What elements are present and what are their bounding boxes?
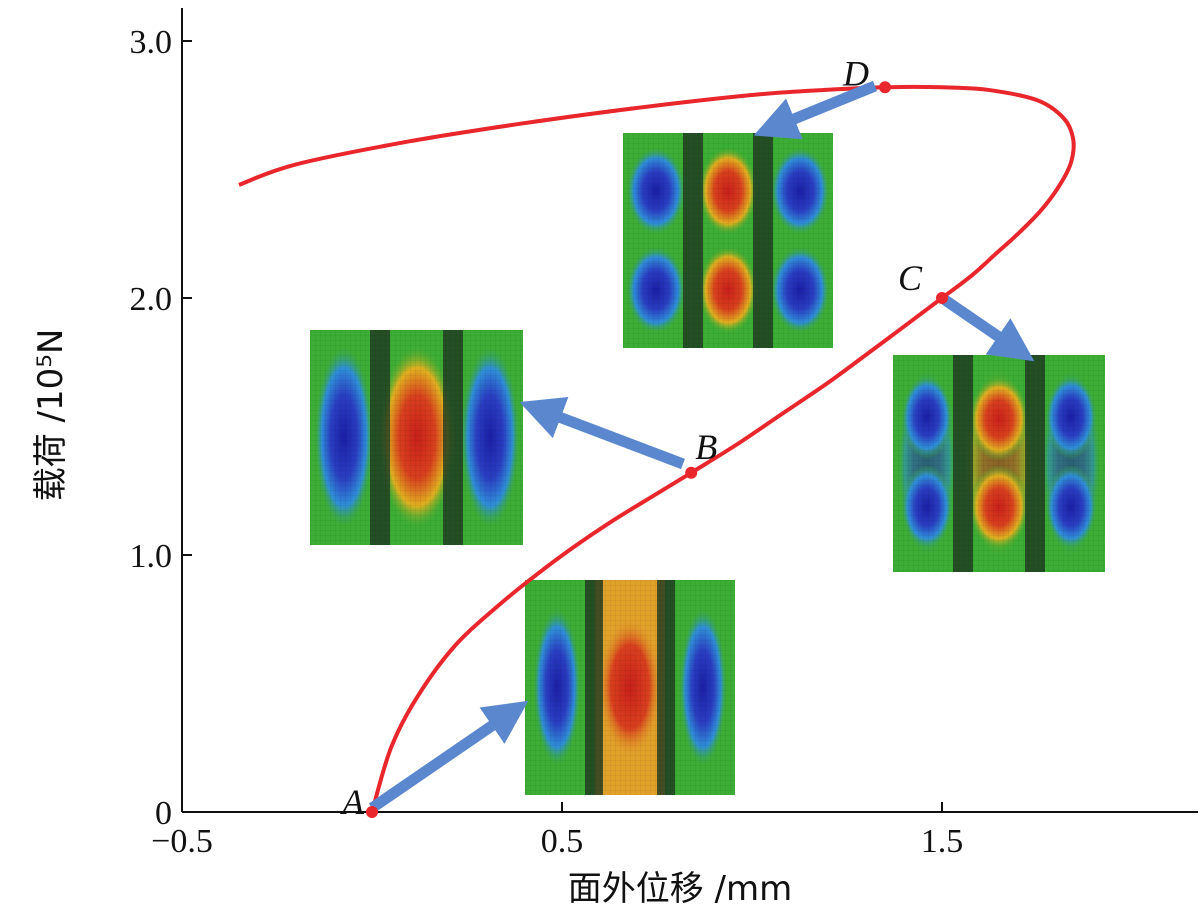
y-tick-label: 0: [155, 795, 172, 832]
contour-inset-d: [623, 133, 833, 348]
pointer-arrows: [368, 80, 1035, 813]
y-tick-label: 2.0: [130, 281, 173, 318]
x-tick-label: −0.5: [151, 823, 213, 860]
arrow-c: [941, 295, 1035, 362]
arrow-a: [368, 700, 529, 813]
point-marker-d: [879, 81, 891, 94]
point-marker-a: [366, 806, 378, 818]
point-label-c: C: [898, 258, 923, 298]
x-tick-label: 1.5: [921, 823, 964, 860]
points-layer: A B C D: [340, 53, 948, 822]
point-marker-b: [685, 466, 698, 479]
axes: [181, 8, 1198, 813]
point-label-b: B: [695, 427, 717, 467]
arrow-d: [753, 80, 878, 140]
contour-inset-b: [310, 330, 523, 545]
point-marker-c: [936, 292, 948, 304]
point-label-a: A: [340, 782, 365, 822]
x-axis-title: 面外位移 /mm: [568, 869, 793, 909]
load-displacement-curve: [238, 84, 1076, 813]
contour-inset-c: [893, 355, 1105, 572]
contour-insets: [310, 133, 1105, 795]
arrow-b: [519, 397, 685, 470]
y-axis-title: 载荷 /10⁵N: [31, 329, 71, 502]
point-label-d: D: [842, 53, 869, 93]
x-tick-label: 0.5: [541, 823, 584, 860]
series-layer: [238, 84, 1076, 813]
y-tick-label: 3.0: [130, 24, 173, 61]
ticks: −0.5 0.5 1.5 0 1.0 2.0 3.0: [130, 24, 964, 860]
y-tick-label: 1.0: [130, 538, 173, 575]
contour-inset-a: [525, 580, 735, 795]
